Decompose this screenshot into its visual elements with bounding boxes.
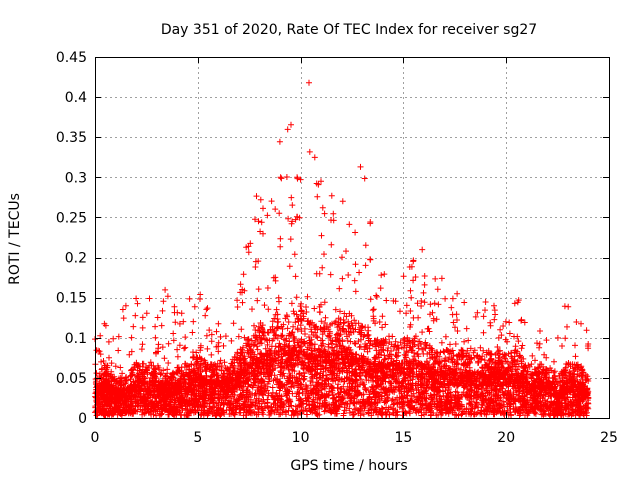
y-tick-label: 0.35 xyxy=(56,130,87,146)
chart-title: Day 351 of 2020, Rate Of TEC Index for r… xyxy=(161,22,537,38)
x-tick-label: 10 xyxy=(292,430,310,446)
y-tick-label: 0.2 xyxy=(65,251,87,267)
y-axis-ticks: 0 0.05 0.1 0.15 0.2 0.25 0.3 0.35 0.4 0.45 xyxy=(56,50,609,427)
plot-frame xyxy=(95,57,610,419)
y-axis-label: ROTI / TECUs xyxy=(7,193,23,285)
y-tick-label: 0.1 xyxy=(65,331,87,347)
x-axis-label: GPS time / hours xyxy=(290,458,407,474)
y-tick-label: 0.15 xyxy=(56,291,87,307)
y-tick-label: 0.3 xyxy=(65,170,87,186)
x-tick-label: 25 xyxy=(600,430,618,446)
data-points xyxy=(92,79,592,419)
y-tick-label: 0 xyxy=(78,411,87,427)
x-tick-label: 0 xyxy=(91,430,100,446)
y-tick-label: 0.25 xyxy=(56,210,87,226)
x-tick-label: 5 xyxy=(193,430,202,446)
roti-marker xyxy=(92,79,592,419)
x-tick-label: 15 xyxy=(394,430,412,446)
x-axis-ticks: 0 5 10 15 20 25 xyxy=(91,57,618,446)
y-tick-label: 0.4 xyxy=(65,90,87,106)
y-tick-label: 0.45 xyxy=(56,50,87,66)
x-tick-label: 20 xyxy=(497,430,515,446)
y-tick-label: 0.05 xyxy=(56,371,87,387)
